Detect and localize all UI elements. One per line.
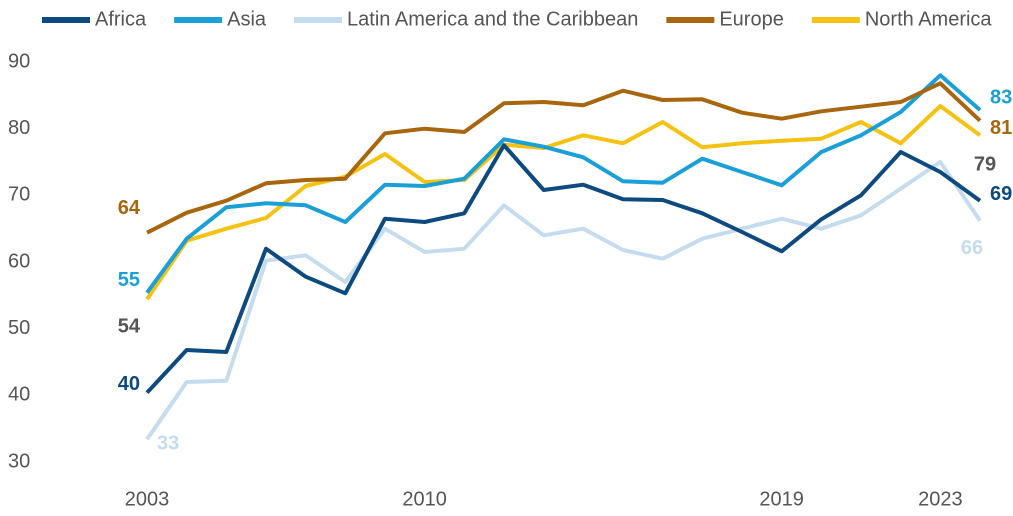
value-label: 81 — [990, 117, 1012, 139]
value-label: 54 — [118, 316, 141, 338]
value-label: 55 — [118, 269, 140, 291]
value-label: 40 — [118, 373, 140, 395]
legend-label: Europe — [719, 8, 784, 30]
y-tick-label: 60 — [8, 250, 30, 272]
legend-label: Africa — [95, 8, 147, 30]
y-tick-label: 80 — [8, 117, 30, 139]
value-label: 79 — [974, 154, 996, 176]
x-tick-label: 2023 — [918, 488, 963, 510]
x-tick-label: 2003 — [125, 488, 170, 510]
x-tick-label: 2019 — [759, 488, 804, 510]
y-tick-label: 50 — [8, 317, 30, 339]
value-label: 69 — [990, 183, 1012, 205]
x-tick-label: 2010 — [402, 488, 447, 510]
series-line — [145, 73, 982, 294]
value-label: 83 — [990, 86, 1012, 108]
legend-label: Latin America and the Caribbean — [347, 8, 638, 30]
y-tick-label: 90 — [8, 50, 30, 72]
series-line — [146, 81, 982, 235]
y-tick-label: 30 — [8, 450, 30, 472]
value-label: 66 — [961, 237, 983, 259]
value-label: 33 — [157, 433, 179, 455]
value-label: 64 — [118, 197, 141, 219]
y-tick-label: 70 — [8, 184, 30, 206]
legend-label: Asia — [227, 8, 267, 30]
y-tick-label: 40 — [8, 384, 30, 406]
series-line — [145, 160, 982, 441]
series-line — [145, 104, 982, 301]
series-line — [145, 143, 982, 395]
legend-label: North America — [865, 8, 993, 30]
